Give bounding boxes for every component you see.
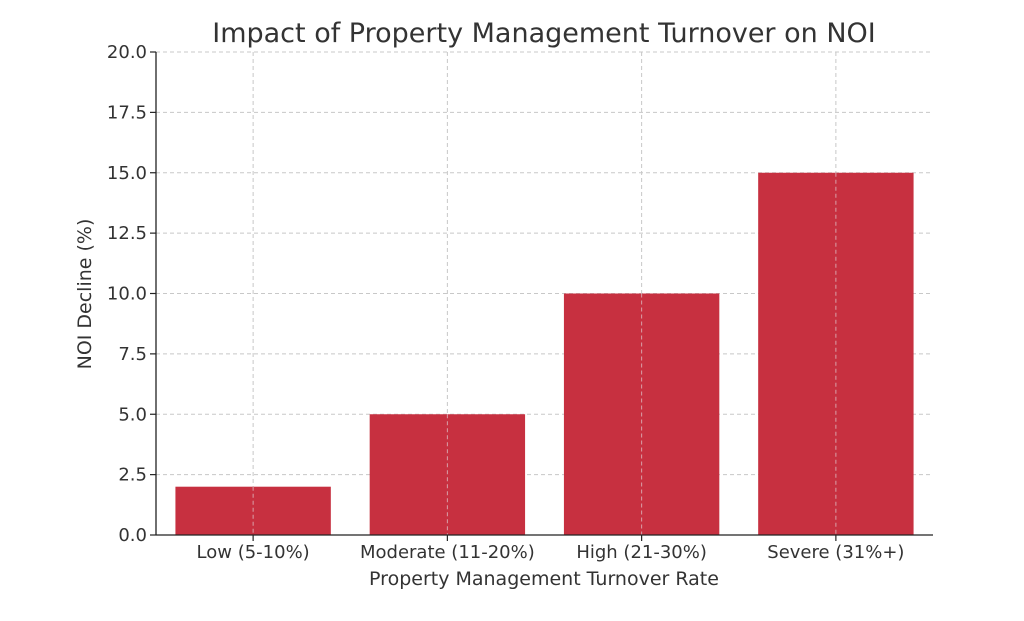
y-axis-ticks: 0.0 2.5 5.0 7.5 10.0 12.5 15.0 17.5 20.0: [107, 42, 156, 546]
y-tick-label: 12.5: [107, 223, 147, 244]
y-tick-label: 20.0: [107, 42, 147, 63]
x-tick-label: Low (5-10%): [197, 542, 310, 563]
bar: [758, 172, 914, 535]
chart-title: Impact of Property Management Turnover o…: [212, 18, 876, 49]
y-tick-label: 10.0: [107, 284, 147, 305]
y-tick-label: 7.5: [118, 344, 147, 365]
bar: [369, 414, 526, 535]
y-tick-label: 2.5: [118, 465, 147, 486]
y-tick-label: 5.0: [118, 404, 147, 425]
x-tick-label: High (21-30%): [576, 542, 707, 563]
y-tick-label: 0.0: [118, 525, 147, 546]
x-axis-label: Property Management Turnover Rate: [369, 568, 719, 590]
x-tick-label: Severe (31%+): [767, 542, 904, 563]
x-axis-ticks: Low (5-10%) Moderate (11-20%) High (21-30%…: [197, 535, 904, 563]
y-axis-label: NOI Decline (%): [74, 219, 96, 370]
bars: [175, 172, 914, 535]
y-tick-label: 15.0: [107, 163, 147, 184]
x-tick-label: Moderate (11-20%): [360, 542, 535, 563]
y-tick-label: 17.5: [107, 102, 147, 123]
